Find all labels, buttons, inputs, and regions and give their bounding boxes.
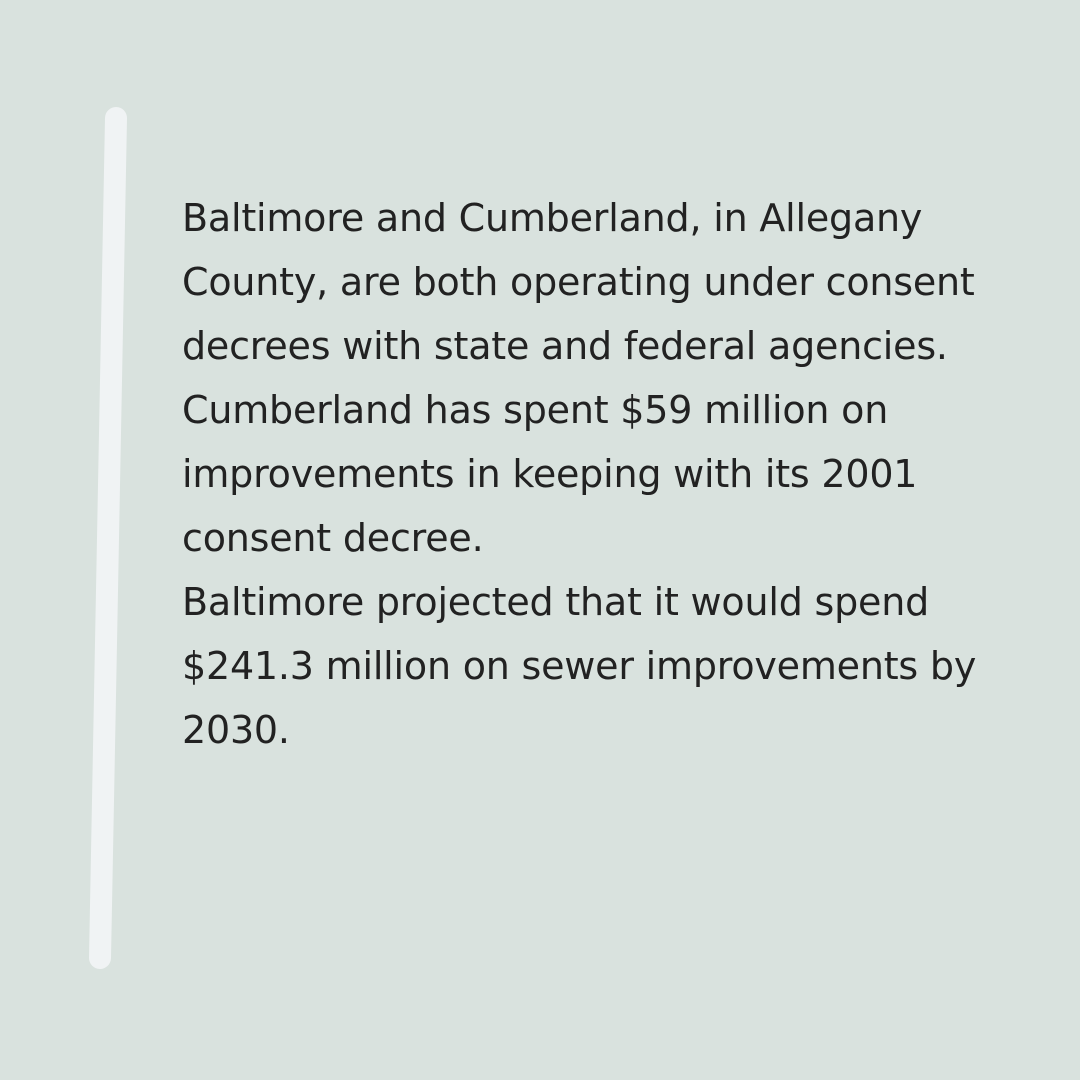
paragraph-consent-decrees: Baltimore and Cumberland, in Allegany Co… bbox=[182, 196, 975, 368]
body-text: Baltimore and Cumberland, in Allegany Co… bbox=[182, 186, 1062, 762]
paragraph-baltimore-projection: Baltimore projected that it would spend … bbox=[182, 580, 977, 752]
paragraph-cumberland-spending: Cumberland has spent $59 million on impr… bbox=[182, 388, 918, 560]
